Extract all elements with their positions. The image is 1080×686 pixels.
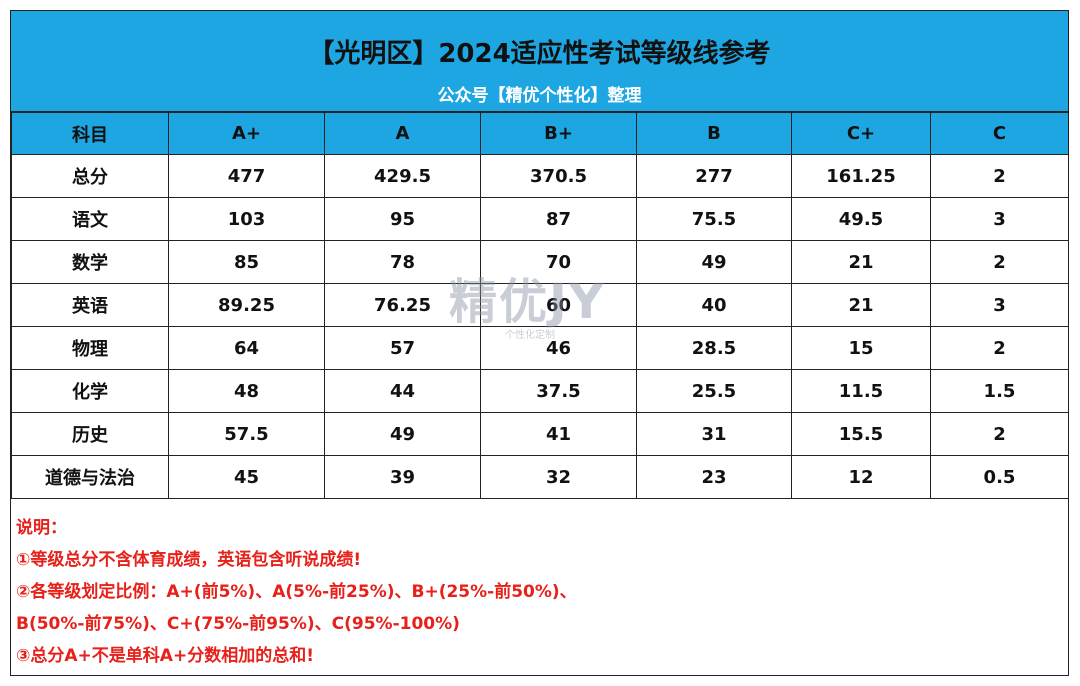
subject-cell: 总分 <box>11 154 169 198</box>
score-cell: 429.5 <box>324 154 481 198</box>
score-cell: 89.25 <box>168 283 325 327</box>
score-cell: 3 <box>930 283 1069 327</box>
grade-table: 科目 A+ A B+ B C+ C 总分 477 429.5 370.5 277 161.… <box>11 112 1069 499</box>
score-cell: 60 <box>480 283 637 327</box>
score-cell: 49 <box>636 240 792 284</box>
page-title: 【光明区】2024适应性考试等级线参考 <box>308 39 771 69</box>
table-body: 总分 477 429.5 370.5 277 161.25 2 语文 103 95 87 75.5 49… <box>11 154 1069 499</box>
score-cell: 15.5 <box>791 412 931 456</box>
note-line: ③总分A+不是单科A+分数相加的总和! <box>16 646 314 666</box>
document-frame <box>10 10 1069 676</box>
note-line: B(50%-前75%)、C+(75%-前95%)、C(95%-100%) <box>16 614 460 634</box>
score-cell: 78 <box>324 240 481 284</box>
col-header-c-plus: C+ <box>791 112 931 155</box>
table-row: 数学 85 78 70 49 21 2 <box>11 240 1069 284</box>
page-subtitle: 公众号【精优个性化】整理 <box>437 86 642 106</box>
subject-cell: 历史 <box>11 412 169 456</box>
score-cell: 48 <box>168 369 325 413</box>
score-cell: 31 <box>636 412 792 456</box>
notes-section: 说明： ①等级总分不含体育成绩，英语包含听说成绩! ②各等级划定比例：A+(前5… <box>16 512 577 672</box>
table-row: 语文 103 95 87 75.5 49.5 3 <box>11 197 1069 241</box>
table-row: 化学 48 44 37.5 25.5 11.5 1.5 <box>11 369 1069 413</box>
score-cell: 45 <box>168 455 325 499</box>
score-cell: 3 <box>930 197 1069 241</box>
score-cell: 64 <box>168 326 325 370</box>
table-row: 道德与法治 45 39 32 23 12 0.5 <box>11 455 1069 499</box>
col-header-b-plus: B+ <box>480 112 637 155</box>
score-cell: 1.5 <box>930 369 1069 413</box>
score-cell: 2 <box>930 326 1069 370</box>
col-header-a-plus: A+ <box>168 112 325 155</box>
score-cell: 28.5 <box>636 326 792 370</box>
subject-cell: 物理 <box>11 326 169 370</box>
table-row: 历史 57.5 49 41 31 15.5 2 <box>11 412 1069 456</box>
score-cell: 95 <box>324 197 481 241</box>
score-cell: 49 <box>324 412 481 456</box>
score-cell: 85 <box>168 240 325 284</box>
score-cell: 12 <box>791 455 931 499</box>
col-header-c: C <box>930 112 1069 155</box>
score-cell: 0.5 <box>930 455 1069 499</box>
score-cell: 370.5 <box>480 154 637 198</box>
header-banner: 【光明区】2024适应性考试等级线参考 公众号【精优个性化】整理 <box>11 11 1068 112</box>
score-cell: 32 <box>480 455 637 499</box>
score-cell: 49.5 <box>791 197 931 241</box>
subject-cell: 化学 <box>11 369 169 413</box>
score-cell: 57 <box>324 326 481 370</box>
score-cell: 277 <box>636 154 792 198</box>
note-line: ②各等级划定比例：A+(前5%)、A(5%-前25%)、B+(25%-前50%)… <box>16 582 577 602</box>
col-header-a: A <box>324 112 481 155</box>
table-row: 总分 477 429.5 370.5 277 161.25 2 <box>11 154 1069 198</box>
score-cell: 37.5 <box>480 369 637 413</box>
score-cell: 39 <box>324 455 481 499</box>
score-cell: 15 <box>791 326 931 370</box>
subject-cell: 数学 <box>11 240 169 284</box>
col-header-subject: 科目 <box>11 112 169 155</box>
notes-heading: 说明： <box>16 518 67 538</box>
score-cell: 2 <box>930 412 1069 456</box>
score-cell: 21 <box>791 240 931 284</box>
subject-cell: 道德与法治 <box>11 455 169 499</box>
score-cell: 2 <box>930 240 1069 284</box>
score-cell: 2 <box>930 154 1069 198</box>
score-cell: 25.5 <box>636 369 792 413</box>
score-cell: 161.25 <box>791 154 931 198</box>
subject-cell: 英语 <box>11 283 169 327</box>
score-cell: 11.5 <box>791 369 931 413</box>
score-cell: 87 <box>480 197 637 241</box>
score-cell: 103 <box>168 197 325 241</box>
subject-cell: 语文 <box>11 197 169 241</box>
score-cell: 57.5 <box>168 412 325 456</box>
score-cell: 70 <box>480 240 637 284</box>
score-cell: 41 <box>480 412 637 456</box>
score-cell: 477 <box>168 154 325 198</box>
col-header-b: B <box>636 112 792 155</box>
score-cell: 21 <box>791 283 931 327</box>
note-line: ①等级总分不含体育成绩，英语包含听说成绩! <box>16 550 362 570</box>
table-row: 物理 64 57 46 28.5 15 2 <box>11 326 1069 370</box>
score-cell: 40 <box>636 283 792 327</box>
score-cell: 44 <box>324 369 481 413</box>
table-header-row: 科目 A+ A B+ B C+ C <box>11 112 1069 155</box>
table-row: 英语 89.25 76.25 60 40 21 3 <box>11 283 1069 327</box>
score-cell: 23 <box>636 455 792 499</box>
score-cell: 46 <box>480 326 637 370</box>
score-cell: 75.5 <box>636 197 792 241</box>
score-cell: 76.25 <box>324 283 481 327</box>
